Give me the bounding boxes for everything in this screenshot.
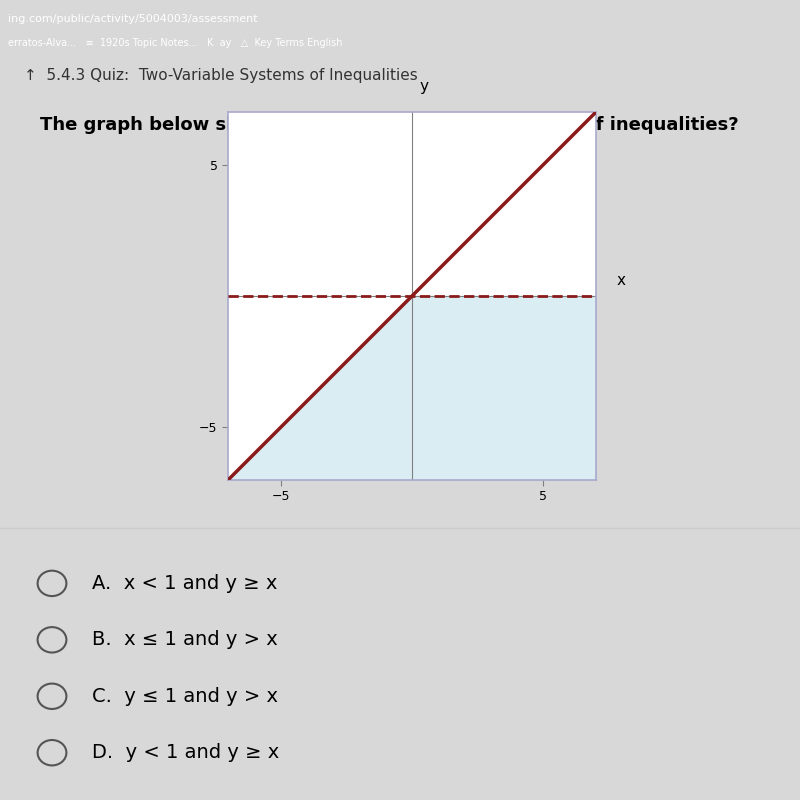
Text: ing.com/public/activity/5004003/assessment: ing.com/public/activity/5004003/assessme… [8, 14, 258, 24]
Text: x: x [617, 273, 626, 288]
Text: The graph below shows the solution to which system of inequalities?: The graph below shows the solution to wh… [40, 115, 738, 134]
Text: D.  y < 1 and y ≥ x: D. y < 1 and y ≥ x [92, 743, 279, 762]
Text: B.  x ≤ 1 and y > x: B. x ≤ 1 and y > x [92, 630, 278, 650]
Text: y: y [420, 78, 429, 94]
Text: C.  y ≤ 1 and y > x: C. y ≤ 1 and y > x [92, 686, 278, 706]
Text: A.  x < 1 and y ≥ x: A. x < 1 and y ≥ x [92, 574, 278, 593]
Text: ↑  5.4.3 Quiz:  Two-Variable Systems of Inequalities: ↑ 5.4.3 Quiz: Two-Variable Systems of In… [24, 68, 418, 82]
Text: erratos-Alva...   ≡  1920s Topic Notes...   K  ay   △  Key Terms English: erratos-Alva... ≡ 1920s Topic Notes... K… [8, 38, 342, 48]
